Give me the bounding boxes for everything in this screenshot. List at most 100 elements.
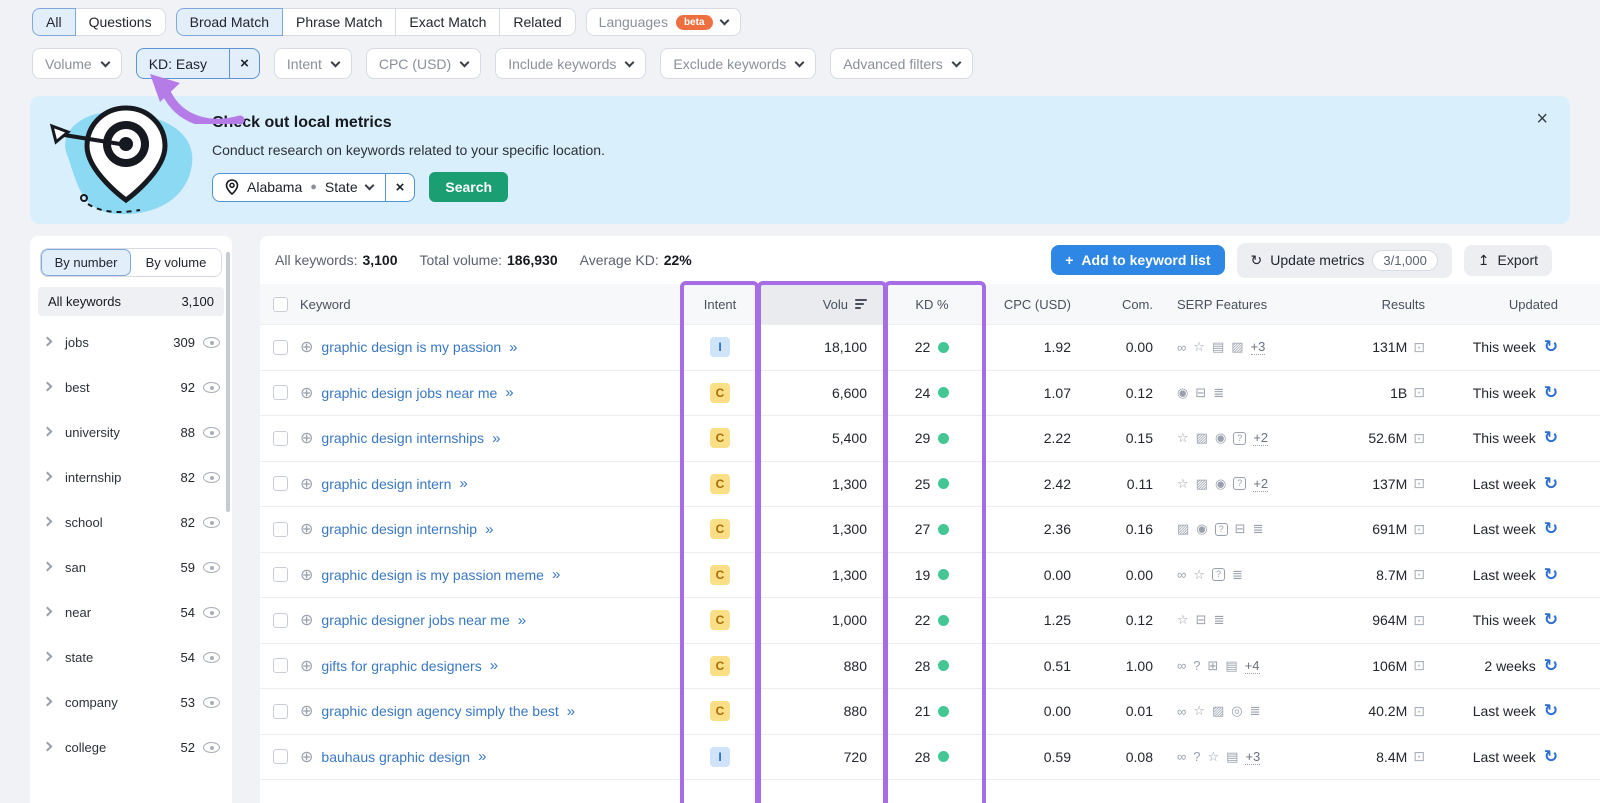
intent-badge-c[interactable]: C	[710, 701, 730, 721]
filter-dropdown-exclude-keywords[interactable]: Exclude keywords	[660, 48, 816, 79]
serp-preview-icon[interactable]: ⊡	[1413, 339, 1425, 356]
chevron-right-icon[interactable]	[43, 561, 53, 571]
eye-icon[interactable]	[203, 652, 220, 663]
sidebar-tab-by-number[interactable]: By number	[41, 249, 131, 276]
intent-badge-c[interactable]: C	[710, 383, 730, 403]
chevron-right-icon[interactable]	[43, 651, 53, 661]
serp-more-link[interactable]: +2	[1253, 476, 1268, 492]
expand-keyword-icon[interactable]: »	[490, 657, 498, 674]
intent-badge-c[interactable]: C	[710, 474, 730, 494]
sidebar-group-college[interactable]: college52	[30, 725, 232, 770]
keyword-link[interactable]: graphic design internship	[321, 521, 477, 537]
expand-keyword-icon[interactable]: »	[492, 430, 500, 447]
column-updated[interactable]: Updated	[1425, 284, 1600, 324]
keyword-link[interactable]: graphic design internships	[321, 430, 484, 446]
sidebar-group-near[interactable]: near54	[30, 590, 232, 635]
serp-preview-icon[interactable]: ⊡	[1413, 657, 1425, 674]
sidebar-group-company[interactable]: company53	[30, 680, 232, 725]
refresh-metrics-icon[interactable]: ↻	[1544, 474, 1558, 494]
add-keyword-icon[interactable]: ⊕	[300, 519, 313, 539]
location-clear-button[interactable]: ×	[385, 174, 415, 201]
row-checkbox[interactable]	[273, 431, 288, 446]
serp-more-link[interactable]: +3	[1251, 339, 1266, 355]
keyword-link[interactable]: graphic design is my passion meme	[321, 567, 544, 583]
add-keyword-icon[interactable]: ⊕	[300, 383, 313, 403]
intent-badge-c[interactable]: C	[710, 428, 730, 448]
expand-keyword-icon[interactable]: »	[518, 612, 526, 629]
serp-preview-icon[interactable]: ⊡	[1413, 430, 1425, 447]
serp-more-link[interactable]: +2	[1253, 430, 1268, 446]
keyword-link[interactable]: graphic designer jobs near me	[321, 612, 509, 628]
eye-icon[interactable]	[203, 382, 220, 393]
update-metrics-button[interactable]: ↻ Update metrics 3/1,000	[1237, 243, 1452, 278]
intent-badge-i[interactable]: I	[710, 337, 730, 357]
chevron-right-icon[interactable]	[43, 741, 53, 751]
keyword-link[interactable]: bauhaus graphic design	[321, 749, 470, 765]
eye-icon[interactable]	[203, 517, 220, 528]
search-button[interactable]: Search	[429, 172, 508, 202]
keyword-link[interactable]: graphic design jobs near me	[321, 385, 497, 401]
eye-icon[interactable]	[203, 607, 220, 618]
filter-dropdown-intent[interactable]: Intent	[274, 48, 352, 79]
eye-icon[interactable]	[203, 742, 220, 753]
keyword-link[interactable]: graphic design agency simply the best	[321, 703, 558, 719]
sidebar-group-university[interactable]: university88	[30, 410, 232, 455]
add-keyword-icon[interactable]: ⊕	[300, 701, 313, 721]
row-checkbox[interactable]	[273, 476, 288, 491]
serp-more-link[interactable]: +4	[1245, 658, 1260, 674]
eye-icon[interactable]	[203, 427, 220, 438]
serp-more-link[interactable]: +3	[1245, 749, 1260, 765]
serp-preview-icon[interactable]: ⊡	[1413, 703, 1425, 720]
eye-icon[interactable]	[203, 562, 220, 573]
expand-keyword-icon[interactable]: »	[485, 521, 493, 538]
sidebar-tab-by-volume[interactable]: By volume	[131, 249, 221, 276]
eye-icon[interactable]	[203, 472, 220, 483]
refresh-metrics-icon[interactable]: ↻	[1544, 383, 1558, 403]
row-checkbox[interactable]	[273, 567, 288, 582]
add-keyword-icon[interactable]: ⊕	[300, 610, 313, 630]
tab-broad-match[interactable]: Broad Match	[176, 8, 283, 36]
column-results[interactable]: Results	[1309, 284, 1425, 324]
serp-preview-icon[interactable]: ⊡	[1413, 521, 1425, 538]
tab-exact-match[interactable]: Exact Match	[395, 8, 500, 36]
expand-keyword-icon[interactable]: »	[567, 703, 575, 720]
add-keyword-icon[interactable]: ⊕	[300, 428, 313, 448]
row-checkbox[interactable]	[273, 658, 288, 673]
refresh-metrics-icon[interactable]: ↻	[1544, 519, 1558, 539]
expand-keyword-icon[interactable]: »	[509, 339, 517, 356]
refresh-metrics-icon[interactable]: ↻	[1544, 565, 1558, 585]
sidebar-group-san[interactable]: san59	[30, 545, 232, 590]
serp-preview-icon[interactable]: ⊡	[1413, 566, 1425, 583]
sidebar-group-best[interactable]: best92	[30, 365, 232, 410]
column-com[interactable]: Com.	[1081, 284, 1159, 324]
column-volume[interactable]: Volu	[757, 284, 883, 324]
refresh-metrics-icon[interactable]: ↻	[1544, 610, 1558, 630]
filter-chip-kd-easy[interactable]: KD: Easy×	[136, 48, 260, 79]
eye-icon[interactable]	[203, 337, 220, 348]
languages-dropdown[interactable]: Languages beta	[586, 8, 741, 36]
row-checkbox[interactable]	[273, 704, 288, 719]
intent-badge-i[interactable]: I	[710, 747, 730, 767]
intent-badge-c[interactable]: C	[710, 565, 730, 585]
row-checkbox[interactable]	[273, 613, 288, 628]
filter-dropdown-include-keywords[interactable]: Include keywords	[495, 48, 646, 79]
refresh-metrics-icon[interactable]: ↻	[1544, 337, 1558, 357]
refresh-metrics-icon[interactable]: ↻	[1544, 656, 1558, 676]
chevron-right-icon[interactable]	[43, 696, 53, 706]
keyword-link[interactable]: gifts for graphic designers	[321, 658, 481, 674]
sidebar-group-state[interactable]: state54	[30, 635, 232, 680]
intent-badge-c[interactable]: C	[710, 656, 730, 676]
expand-keyword-icon[interactable]: »	[505, 384, 513, 401]
filter-dropdown-advanced-filters[interactable]: Advanced filters	[830, 48, 973, 79]
add-to-keyword-list-button[interactable]: + Add to keyword list	[1051, 245, 1224, 275]
sidebar-group-jobs[interactable]: jobs309	[30, 320, 232, 365]
tab-phrase-match[interactable]: Phrase Match	[282, 8, 396, 36]
keyword-link[interactable]: graphic design is my passion	[321, 339, 501, 355]
column-serp-features[interactable]: SERP Features	[1159, 284, 1309, 324]
column-cpc[interactable]: CPC (USD)	[981, 284, 1081, 324]
filter-dropdown-volume[interactable]: Volume	[32, 48, 122, 79]
serp-preview-icon[interactable]: ⊡	[1413, 384, 1425, 401]
intent-badge-c[interactable]: C	[710, 610, 730, 630]
chevron-right-icon[interactable]	[43, 606, 53, 616]
column-intent[interactable]: Intent	[683, 284, 757, 324]
